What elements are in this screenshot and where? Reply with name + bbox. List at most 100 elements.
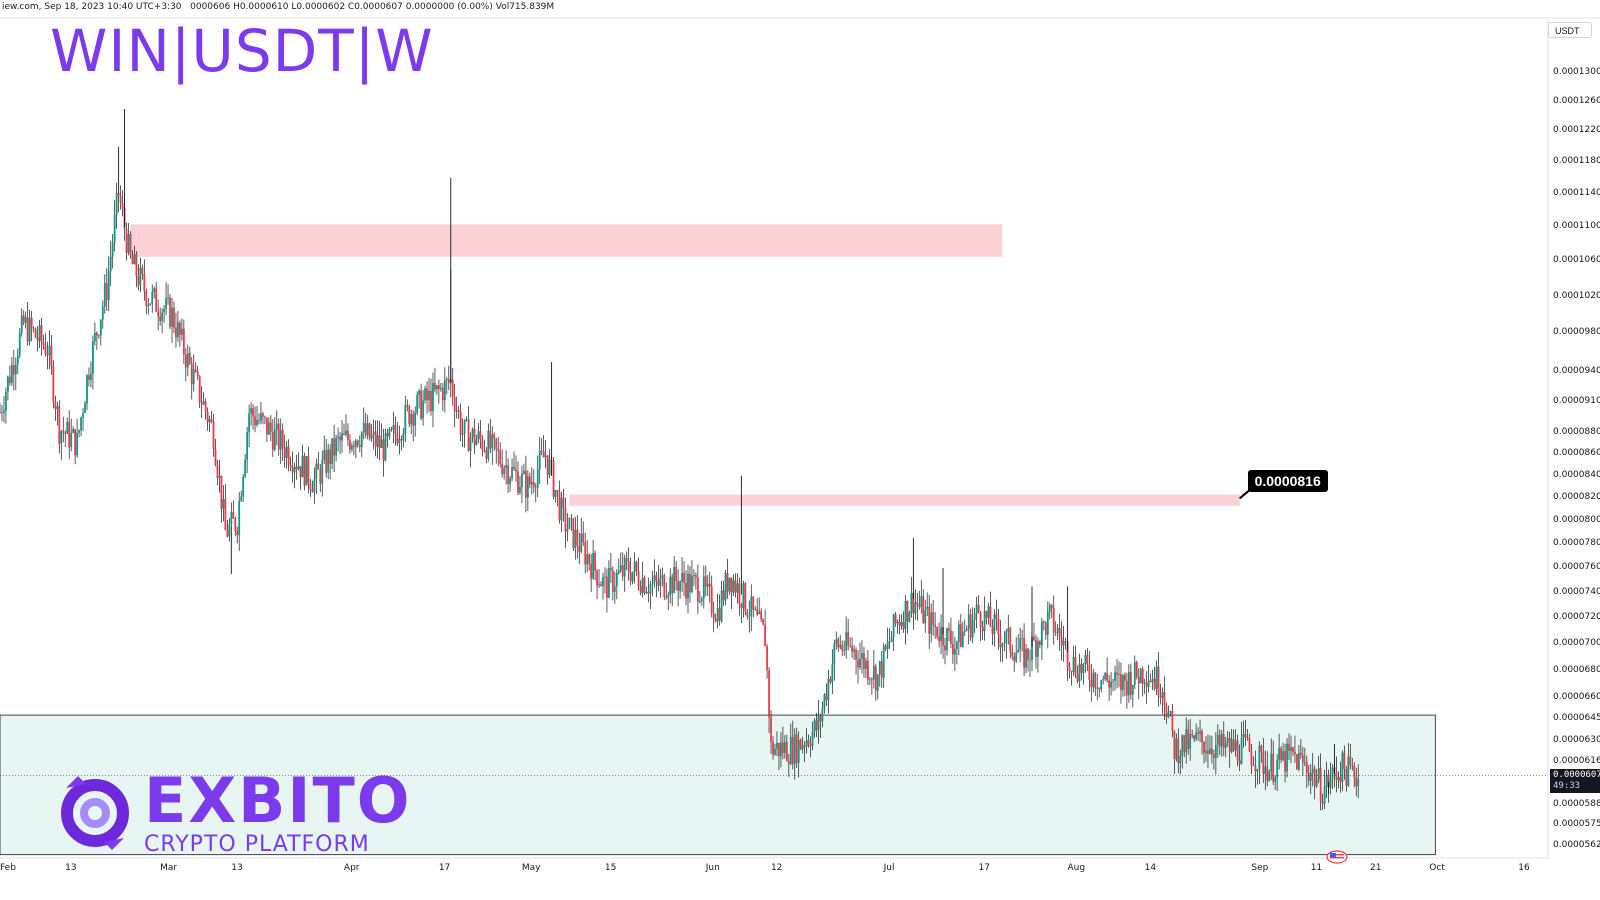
candle-body (1, 412, 3, 414)
candle-body (675, 566, 678, 581)
candle-body (983, 610, 986, 632)
candle-body (746, 611, 749, 617)
price-tick-label: 0.0000645 (1553, 713, 1600, 724)
candle-body (18, 332, 21, 356)
candle-body (184, 354, 187, 368)
candle-body (813, 720, 816, 732)
candle-body (149, 303, 152, 305)
candle-body (805, 740, 808, 747)
candle-body (1015, 652, 1018, 662)
candle-body (309, 483, 312, 489)
candle-body (728, 577, 731, 592)
candle-body (1125, 680, 1128, 696)
price-tick-label: 0.0000740 (1553, 586, 1600, 597)
candle-body (169, 297, 171, 327)
time-tick-label: 12 (770, 863, 783, 873)
candle-body (88, 375, 90, 380)
candle-body (661, 575, 664, 578)
candle-body (285, 446, 288, 459)
price-tick-label: 0.0000860 (1553, 447, 1600, 458)
candle-body (111, 242, 114, 257)
candle-body (722, 590, 725, 601)
candle-body (742, 583, 745, 609)
candle-body (1135, 662, 1138, 677)
candle-body (1280, 748, 1283, 761)
candle-body (681, 572, 683, 582)
candle-body (515, 469, 517, 472)
candle-body (837, 639, 840, 648)
candle-body (645, 591, 648, 593)
candle-body (572, 518, 575, 549)
candle-body (163, 308, 165, 313)
candle-body (426, 388, 428, 401)
candle-body (594, 552, 596, 571)
time-tick-label: 13 (65, 863, 77, 873)
candle-body (256, 420, 258, 426)
candle-body (1197, 732, 1199, 734)
candle-body (1278, 748, 1281, 760)
candle-body (795, 734, 798, 763)
candle-body (167, 297, 169, 299)
candle-body (236, 530, 239, 536)
candle-body (420, 390, 423, 419)
candle-body (68, 421, 71, 448)
candle-body (0, 412, 1, 413)
candle-body (372, 431, 375, 435)
currency-button[interactable]: USDT (1548, 22, 1592, 38)
candle-body (1114, 672, 1116, 681)
candle-body (1337, 776, 1340, 780)
candle-body (716, 607, 719, 622)
candle-body (1078, 663, 1081, 682)
price-callout[interactable]: 0.0000816 (1247, 470, 1328, 493)
candle-body (764, 624, 767, 647)
candle-body (303, 455, 306, 486)
candle-body (1301, 755, 1304, 763)
candle-body (1181, 735, 1184, 756)
candle-body (455, 410, 458, 412)
candle-body (1050, 604, 1053, 608)
candle-body (625, 557, 628, 562)
candle-body (40, 325, 43, 342)
candle-body (1252, 765, 1255, 766)
candle-body (977, 604, 980, 613)
candle-body (1177, 738, 1180, 764)
candle-body (546, 455, 549, 476)
candle-body (1106, 672, 1109, 681)
candle-body (157, 311, 160, 317)
candle-body (637, 571, 640, 587)
candle-body (1110, 681, 1112, 688)
candle-body (789, 736, 792, 764)
candle-body (519, 487, 521, 493)
candle-body (10, 365, 13, 383)
candle-body (1122, 674, 1124, 691)
candle-body (465, 419, 468, 421)
candle-body (1272, 753, 1275, 782)
candle-body (1211, 748, 1213, 755)
candle-body (105, 283, 108, 300)
candle-body (1009, 628, 1012, 652)
candle-body (524, 470, 527, 498)
candle-body (1335, 772, 1338, 780)
candle-body (665, 597, 668, 598)
candle-body (131, 255, 134, 265)
candle-body (265, 417, 268, 435)
candle-body (264, 416, 266, 418)
candle-body (1100, 680, 1103, 690)
candle-body (410, 414, 413, 425)
price-tick-label: 0.0000980 (1553, 327, 1600, 338)
candle-body (489, 430, 492, 449)
candle-body (329, 449, 332, 464)
candle-body (1161, 691, 1164, 698)
candle-body (1201, 731, 1203, 743)
candle-body (475, 439, 478, 445)
candle-body (354, 440, 357, 448)
us-flag-icon[interactable] (1326, 850, 1348, 864)
candle-body (204, 401, 207, 412)
candle-body (817, 716, 820, 731)
candle-body (606, 576, 608, 598)
candle-body (441, 387, 444, 401)
candle-body (783, 742, 786, 753)
candle-body (1175, 738, 1178, 760)
candle-body (113, 214, 116, 243)
